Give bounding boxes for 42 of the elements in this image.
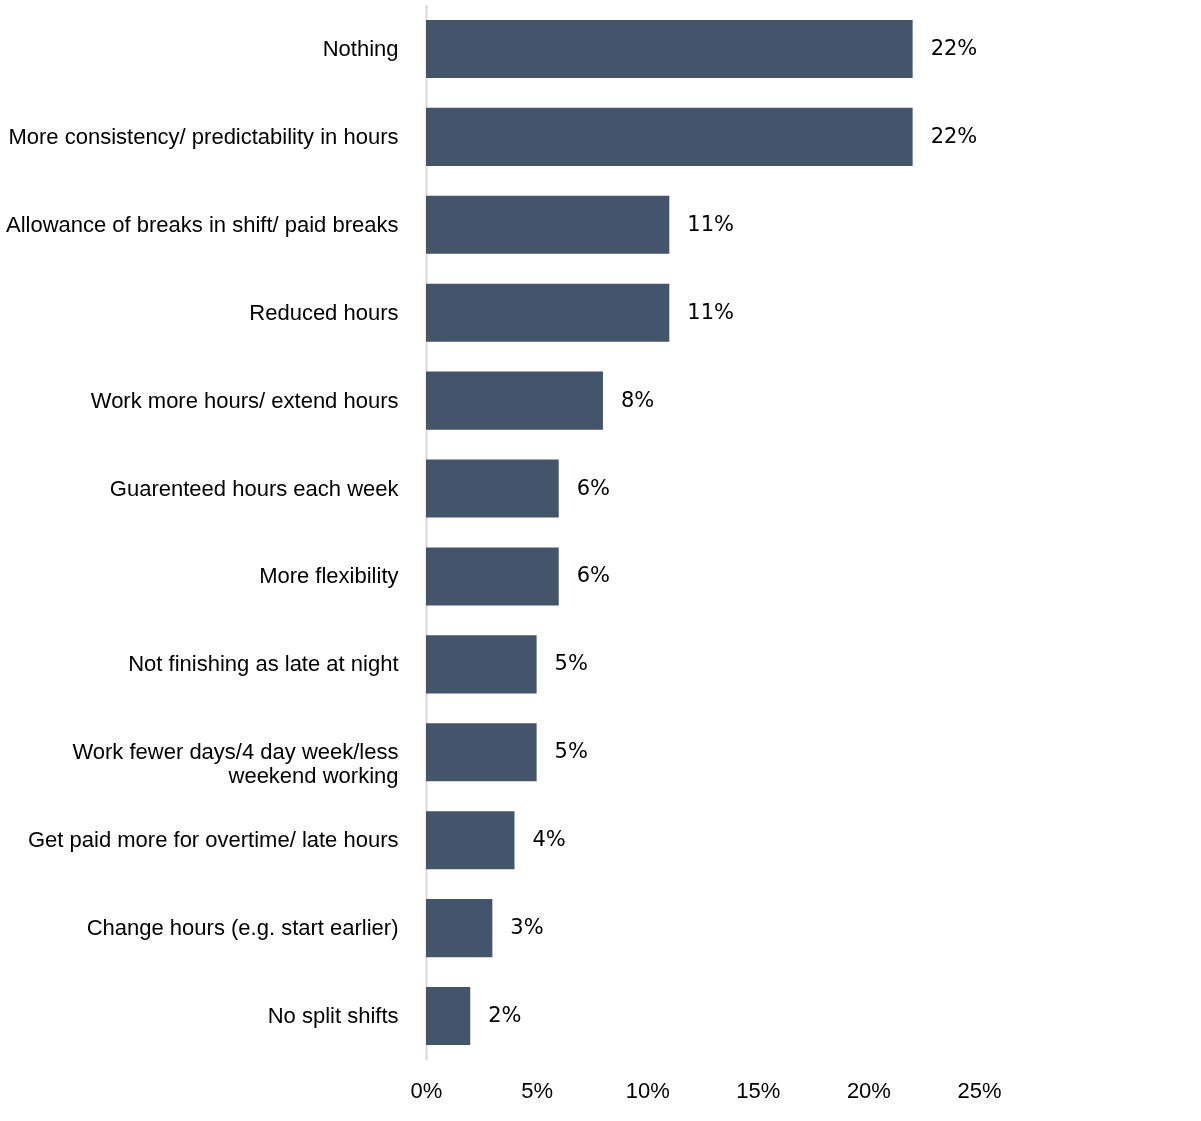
data-label: 2% [488, 1003, 522, 1028]
x-tick-label: 20% [846, 1077, 891, 1103]
y-tick-label: More consistency/ predictability in hours [8, 123, 399, 149]
y-tick-label: Guarenteed hours each week [109, 475, 400, 501]
y-tick-label: More flexibility [259, 563, 399, 589]
x-tick-label: 25% [957, 1077, 1002, 1103]
data-label: 22% [930, 123, 978, 148]
bar [426, 459, 559, 518]
bar [426, 107, 913, 166]
data-label: 6% [576, 563, 611, 588]
y-tick-label: No split shifts [267, 1003, 399, 1029]
bar [426, 987, 471, 1046]
x-tick-label: 0% [410, 1077, 443, 1103]
data-label: 4% [532, 827, 566, 852]
data-label: 11% [687, 299, 735, 324]
y-tick-label: Work fewer days/4 day week/less weekend working [72, 739, 399, 789]
bar [426, 899, 493, 958]
data-label: 5% [554, 739, 588, 764]
y-tick-label: Change hours (e.g. start earlier) [86, 915, 399, 941]
x-tick-label: 5% [521, 1077, 553, 1103]
bar [426, 547, 559, 606]
y-tick-label: Work more hours/ extend hours [90, 387, 399, 413]
y-tick-label: Not finishing as late at night [128, 651, 399, 677]
data-label: 6% [576, 475, 611, 500]
bar [426, 371, 603, 430]
data-label: 11% [687, 211, 735, 236]
data-label: 3% [510, 915, 544, 940]
y-tick-label: Nothing [322, 35, 399, 61]
y-tick-label: Get paid more for overtime/ late hours [28, 827, 399, 853]
x-tick-label: 15% [736, 1077, 781, 1103]
bar [426, 811, 515, 870]
y-tick-label: Reduced hours [249, 299, 399, 325]
bar [426, 635, 537, 694]
bar [426, 19, 913, 78]
bar [426, 195, 670, 254]
data-label: 8% [620, 387, 655, 412]
data-label: 5% [554, 651, 588, 676]
bar [426, 723, 537, 782]
bar [426, 283, 670, 342]
x-tick-label: 10% [625, 1077, 670, 1103]
y-tick-label: Allowance of breaks in shift/ paid breaks [5, 211, 399, 237]
data-label: 22% [930, 35, 978, 60]
